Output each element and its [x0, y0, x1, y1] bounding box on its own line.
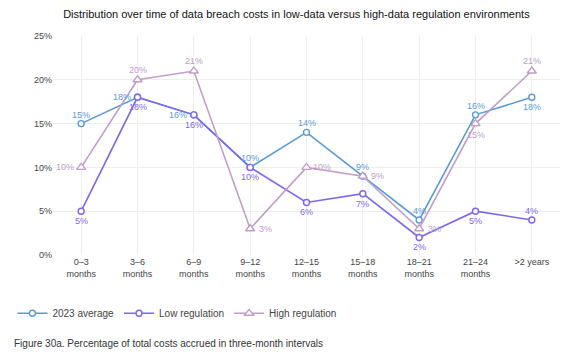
svg-text:21%: 21% [185, 56, 203, 66]
svg-text:6–9months: 6–9months [179, 257, 209, 279]
svg-text:5%: 5% [75, 216, 88, 226]
svg-text:Distribution over time of data: Distribution over time of data breach co… [63, 8, 530, 20]
svg-text:Figure 30a. Percentage of tota: Figure 30a. Percentage of total costs ac… [14, 338, 323, 349]
svg-text:20%: 20% [34, 75, 52, 85]
svg-text:15%: 15% [467, 130, 485, 140]
svg-text:5%: 5% [469, 216, 482, 226]
svg-text:7%: 7% [356, 199, 369, 209]
svg-text:25%: 25% [34, 31, 52, 41]
svg-text:3%: 3% [259, 224, 272, 234]
svg-text:10%: 10% [56, 162, 74, 172]
svg-text:9%: 9% [371, 171, 384, 181]
svg-text:18%: 18% [523, 102, 541, 112]
svg-text:14%: 14% [298, 118, 316, 128]
svg-text:2%: 2% [413, 242, 426, 252]
svg-text:Low regulation: Low regulation [159, 308, 224, 319]
svg-text:20%: 20% [129, 65, 147, 75]
svg-text:3–6months: 3–6months [123, 257, 153, 279]
svg-text:18%: 18% [113, 92, 131, 102]
svg-text:16%: 16% [169, 110, 187, 120]
svg-text:9–12months: 9–12months [235, 257, 265, 279]
svg-text:2023 average: 2023 average [52, 308, 114, 319]
svg-text:21%: 21% [523, 56, 541, 66]
svg-text:6%: 6% [300, 207, 313, 217]
svg-text:10%: 10% [241, 153, 259, 163]
svg-text:5%: 5% [39, 206, 52, 216]
svg-text:4%: 4% [413, 206, 426, 216]
svg-text:15–18months: 15–18months [348, 257, 378, 279]
svg-text:High regulation: High regulation [269, 308, 336, 319]
svg-text:10%: 10% [313, 162, 331, 172]
svg-text:10%: 10% [34, 163, 52, 173]
svg-text:18%: 18% [129, 102, 147, 112]
svg-text:0–3months: 0–3months [66, 257, 96, 279]
svg-text:0%: 0% [39, 250, 52, 260]
svg-text:16%: 16% [467, 101, 485, 111]
svg-text:16%: 16% [185, 120, 203, 130]
svg-text:21–24months: 21–24months [461, 257, 491, 279]
svg-text:9%: 9% [356, 162, 369, 172]
svg-text:15%: 15% [72, 110, 90, 120]
svg-text:>2 years: >2 years [514, 257, 549, 267]
svg-text:15%: 15% [34, 119, 52, 129]
svg-text:3%: 3% [428, 224, 441, 234]
svg-text:4%: 4% [525, 206, 538, 216]
svg-text:18–21months: 18–21months [404, 257, 434, 279]
svg-text:12–15months: 12–15months [292, 257, 322, 279]
svg-text:10%: 10% [241, 172, 259, 182]
